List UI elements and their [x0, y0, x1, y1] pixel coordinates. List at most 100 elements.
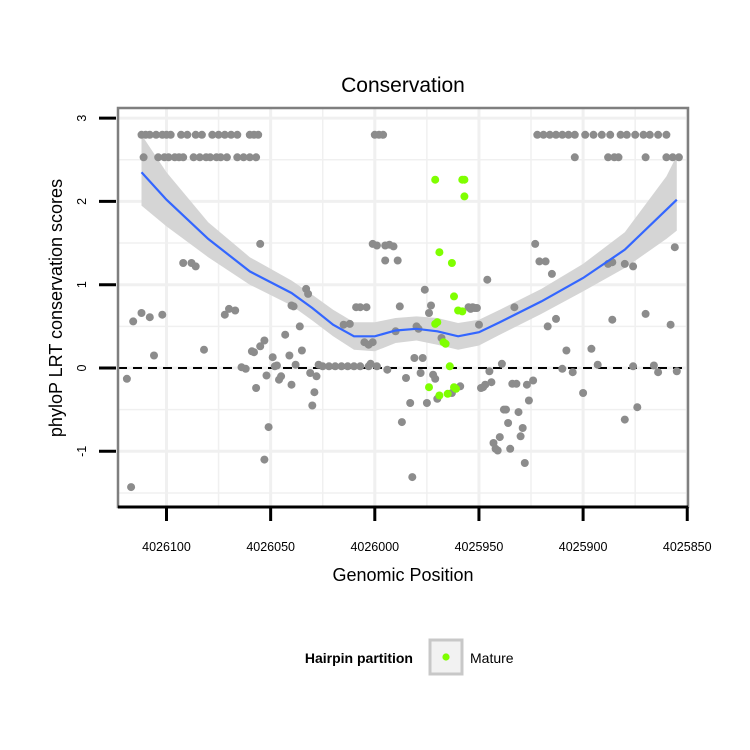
- data-point: [614, 153, 623, 162]
- data-point: [239, 153, 248, 162]
- data-point: [256, 239, 265, 248]
- data-point: [581, 130, 590, 139]
- data-point: [343, 362, 352, 371]
- data-point: [372, 362, 381, 371]
- data-point: [158, 310, 167, 319]
- data-point: [422, 399, 431, 407]
- data-point: [372, 241, 381, 250]
- data-point: [337, 362, 346, 371]
- data-point: [260, 336, 269, 345]
- data-point: [268, 353, 277, 362]
- data-point: [339, 320, 348, 329]
- data-point: [629, 362, 638, 371]
- data-point: [345, 319, 354, 328]
- data-point: [616, 130, 625, 139]
- data-point: [558, 130, 567, 139]
- x-tick-label: 4026050: [246, 540, 295, 554]
- data-point: [639, 130, 648, 139]
- x-tick-label: 4026100: [142, 540, 191, 554]
- data-point: [216, 153, 225, 162]
- data-point: [285, 351, 294, 360]
- data-point: [291, 360, 300, 369]
- data-point: [654, 368, 663, 377]
- data-point: [275, 375, 283, 384]
- data-point: [154, 153, 163, 162]
- x-tick-label: 4025850: [663, 540, 712, 554]
- confidence-ribbon: [141, 134, 677, 352]
- data-point-mature: [435, 391, 444, 400]
- data-point: [481, 380, 490, 389]
- data-point: [512, 379, 521, 388]
- data-point: [127, 483, 136, 492]
- data-point: [539, 130, 548, 139]
- data-point: [502, 405, 510, 414]
- data-point: [604, 153, 613, 162]
- data-point: [295, 322, 304, 331]
- data-point: [195, 153, 204, 162]
- data-point: [674, 153, 683, 162]
- data-point: [145, 130, 154, 139]
- data-point: [197, 130, 206, 139]
- data-point: [366, 359, 375, 368]
- data-point: [649, 361, 658, 370]
- data-point: [220, 130, 229, 139]
- data-point: [379, 130, 388, 139]
- data-point: [177, 130, 186, 139]
- data-point: [606, 130, 615, 139]
- data-point: [589, 130, 598, 139]
- data-point: [139, 153, 148, 162]
- data-point: [191, 262, 200, 271]
- data-point: [241, 364, 250, 373]
- data-point: [520, 459, 529, 467]
- data-point: [145, 313, 154, 322]
- data-point-mature: [443, 389, 452, 398]
- data-point: [475, 320, 483, 329]
- data-point: [200, 345, 208, 354]
- data-point: [137, 309, 146, 317]
- data-point: [516, 432, 525, 441]
- data-point: [524, 396, 533, 405]
- data-point: [262, 371, 271, 380]
- y-tick-label: 3: [75, 115, 89, 122]
- data-point: [535, 257, 544, 266]
- data-point: [631, 130, 640, 139]
- data-point: [395, 302, 404, 311]
- data-point: [306, 369, 315, 377]
- data-point: [189, 153, 198, 162]
- data-point: [281, 330, 290, 339]
- data-point: [670, 243, 679, 252]
- data-point: [493, 446, 502, 455]
- data-point: [510, 303, 519, 312]
- data-point-mature: [460, 175, 469, 184]
- x-axis-label: Genomic Position: [332, 565, 473, 585]
- data-point: [245, 153, 254, 162]
- data-point-mature: [445, 362, 454, 371]
- data-point: [220, 310, 229, 319]
- y-tick-label: 1: [75, 281, 89, 288]
- legend-mature-swatch: [442, 653, 450, 661]
- data-point: [431, 374, 440, 383]
- data-point: [645, 130, 654, 139]
- x-tick-label: 4025900: [559, 540, 608, 554]
- data-point: [318, 362, 327, 371]
- points-layer: [122, 130, 683, 492]
- data-point: [504, 419, 513, 427]
- data-point: [225, 304, 233, 313]
- data-point: [593, 360, 602, 369]
- data-point: [495, 433, 504, 442]
- data-point: [420, 285, 429, 294]
- data-point: [522, 380, 531, 389]
- data-point: [368, 338, 377, 347]
- data-point: [393, 256, 402, 265]
- data-point: [545, 130, 554, 139]
- data-point: [416, 369, 425, 377]
- data-point-mature: [450, 292, 458, 301]
- data-point: [541, 257, 550, 266]
- data-point: [179, 259, 188, 267]
- data-point: [620, 259, 629, 268]
- data-point: [662, 130, 671, 139]
- data-point: [552, 130, 560, 139]
- data-point: [408, 473, 417, 482]
- data-point: [410, 354, 419, 362]
- data-point: [289, 302, 298, 311]
